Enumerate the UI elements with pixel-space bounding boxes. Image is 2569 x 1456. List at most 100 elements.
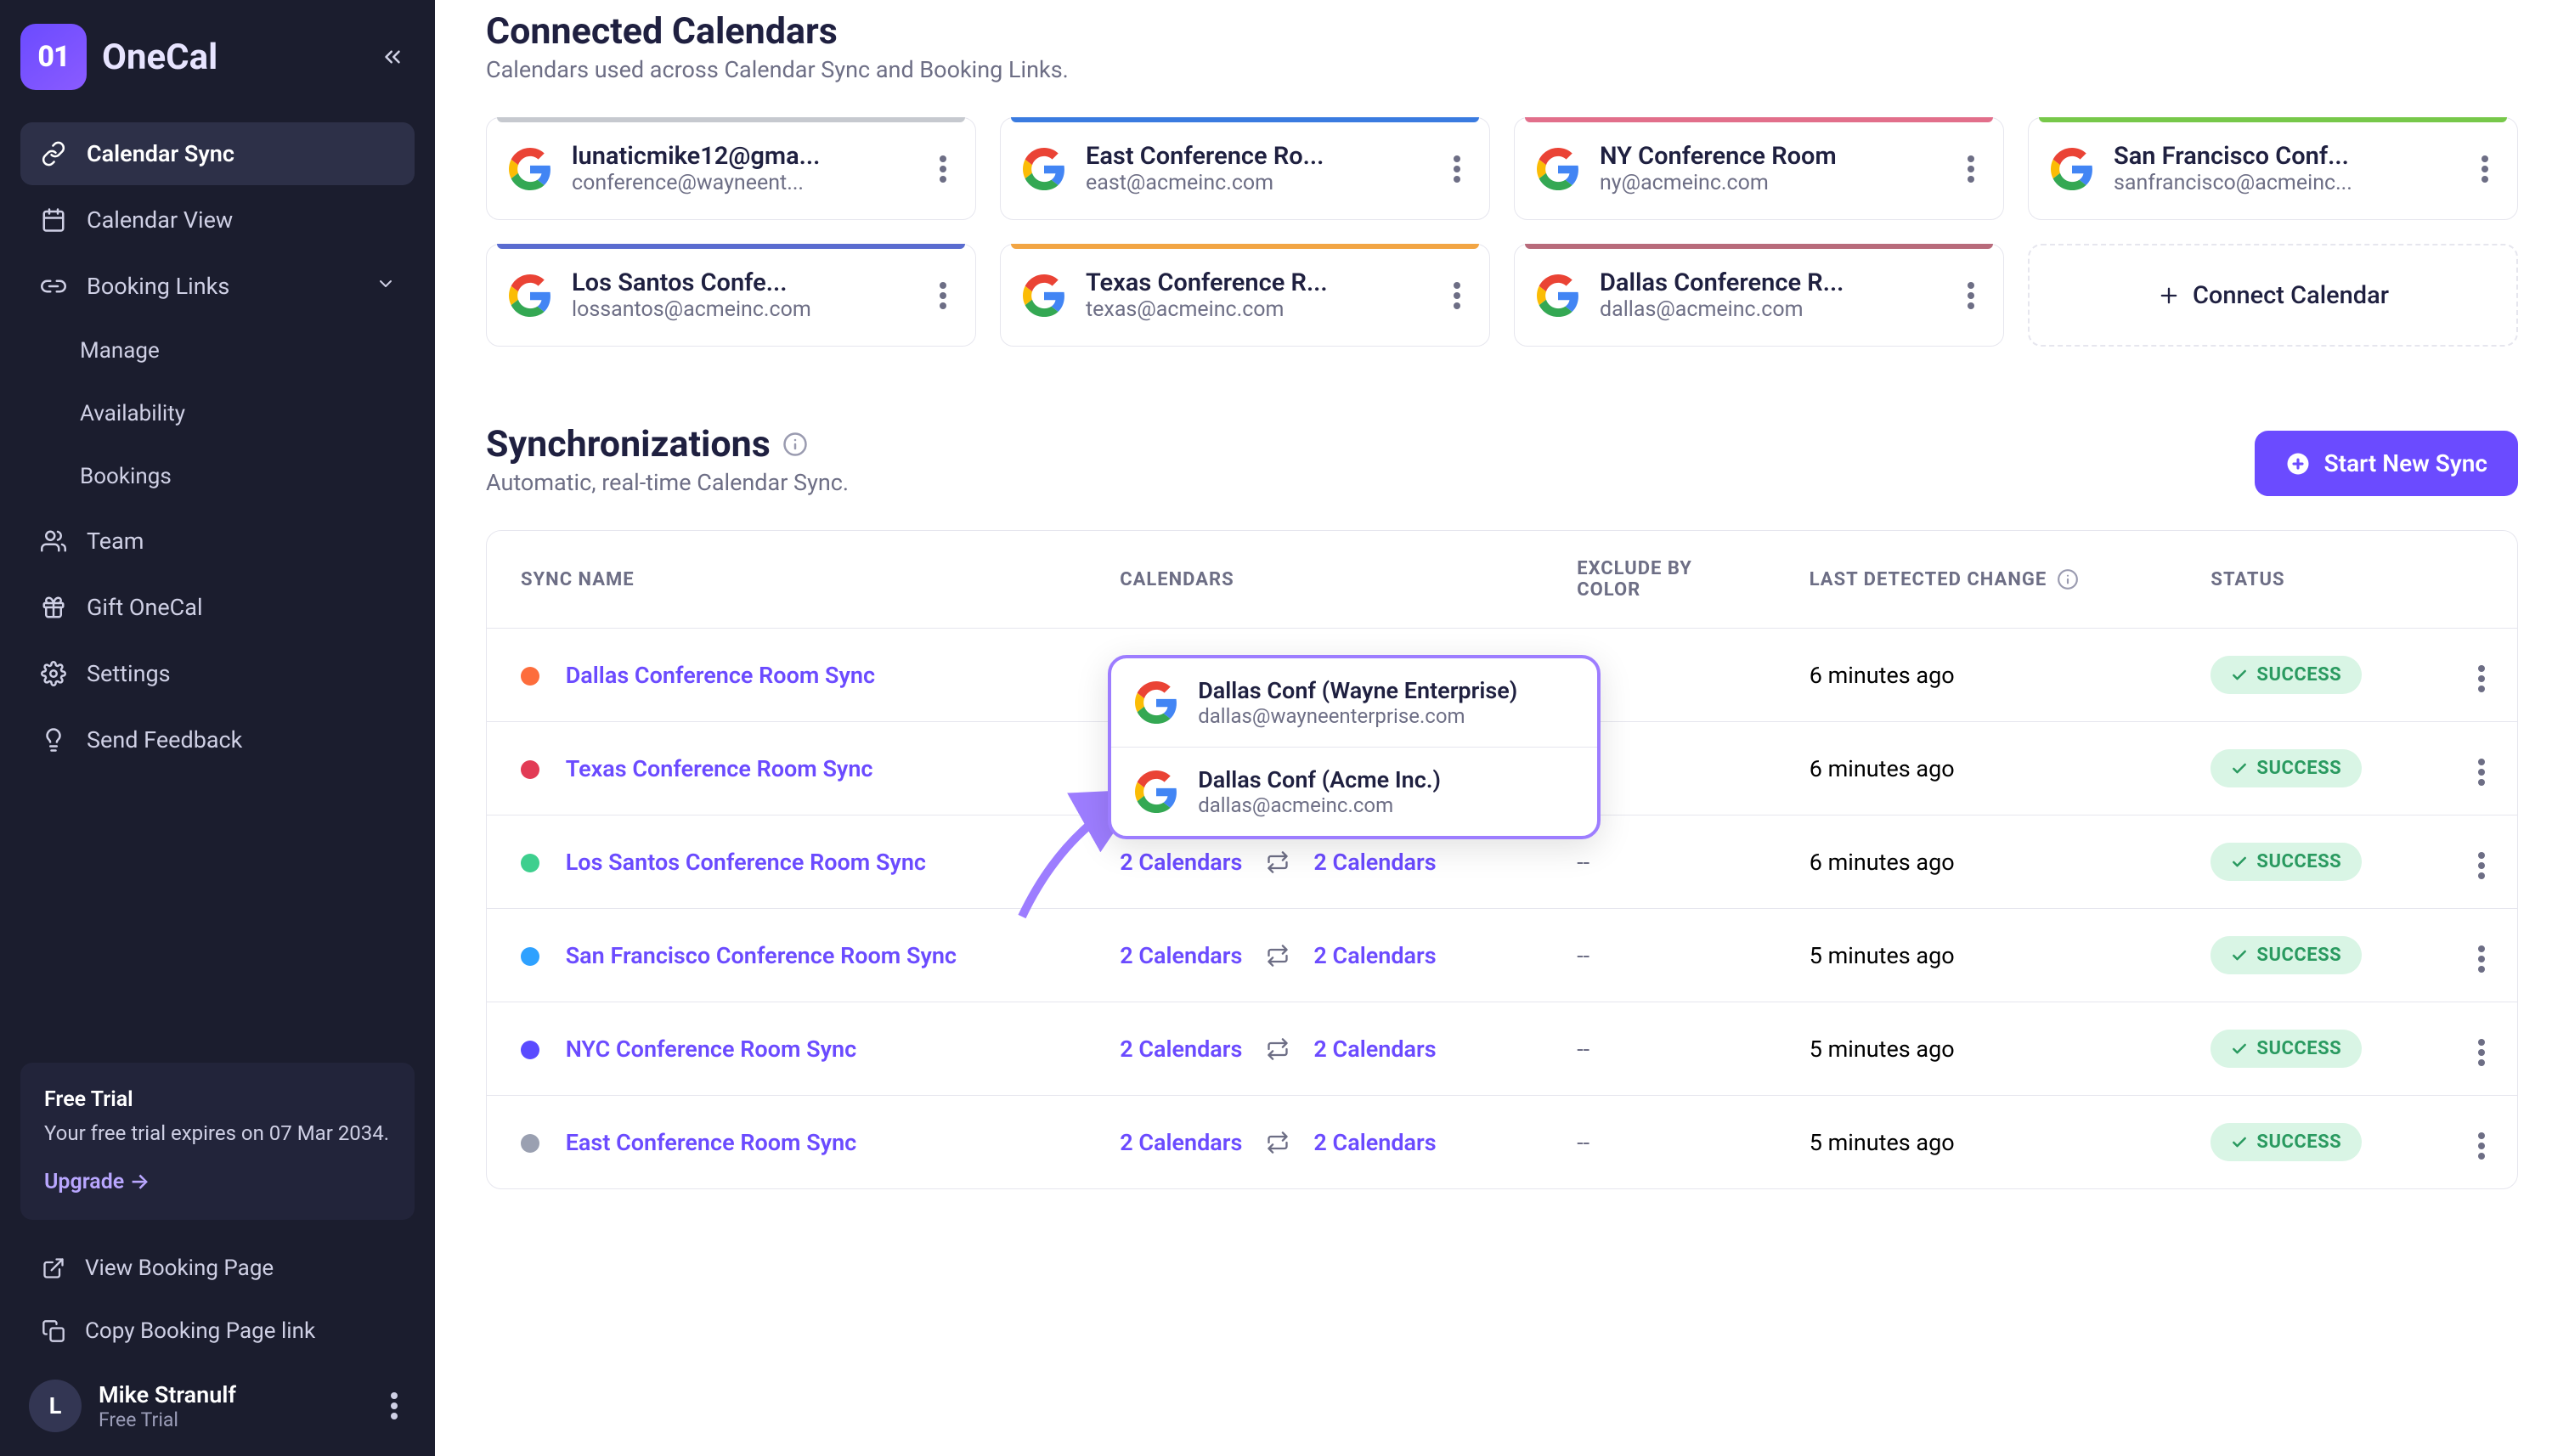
kebab-icon — [1454, 292, 1460, 299]
info-icon[interactable] — [782, 432, 808, 457]
row-menu-button[interactable] — [2471, 1042, 2492, 1063]
swap-icon — [1266, 850, 1290, 874]
card-stripe — [1525, 117, 1993, 122]
cell-last-change: 5 minutes ago — [1776, 1002, 2177, 1095]
calendar-name: San Francisco Conf... — [2114, 142, 2454, 171]
nav-settings[interactable]: Settings — [20, 642, 415, 705]
copy-icon — [39, 1317, 68, 1346]
collapse-sidebar-button[interactable] — [370, 35, 415, 79]
user-menu-button[interactable] — [382, 1394, 406, 1418]
card-stripe — [1011, 244, 1479, 249]
calendar-card[interactable]: Dallas Conference R... dallas@acmeinc.co… — [1514, 244, 2004, 347]
start-new-sync-button[interactable]: Start New Sync — [2255, 431, 2518, 496]
calendar-email: ny@acmeinc.com — [1600, 171, 1940, 195]
popover-title: Dallas Conf (Acme Inc.) — [1198, 766, 1441, 793]
kebab-icon — [2478, 769, 2485, 776]
sync-name-link[interactable]: East Conference Room Sync — [566, 1129, 857, 1156]
connect-calendar-button[interactable]: Connect Calendar — [2028, 244, 2518, 347]
kebab-icon — [2478, 1049, 2485, 1056]
calendar-text: Texas Conference R... texas@acmeinc.com — [1086, 268, 1426, 322]
nav-label: Team — [87, 528, 144, 555]
calendar-card[interactable]: San Francisco Conf... sanfrancisco@acmei… — [2028, 117, 2518, 220]
calendar-menu-button[interactable] — [1961, 159, 1981, 179]
row-menu-button[interactable] — [2471, 855, 2492, 876]
user-meta: Mike Stranulf Free Trial — [99, 1381, 236, 1431]
nav-gift[interactable]: Gift OneCal — [20, 576, 415, 639]
kebab-icon — [1454, 166, 1460, 172]
color-dot — [521, 854, 539, 872]
cell-calendars: 2 Calendars 2 Calendars Dallas Conf (Way… — [1086, 629, 1543, 721]
nav-booking-links[interactable]: Booking Links — [20, 255, 415, 318]
cell-exclude: -- — [1543, 908, 1776, 1002]
calendars-right-link[interactable]: 2 Calendars — [1313, 1129, 1436, 1156]
col-status: STATUS — [2177, 531, 2437, 629]
calendar-text: lunaticmike12@gma... conference@wayneent… — [572, 142, 912, 195]
nav-booking-availability[interactable]: Availability — [20, 384, 415, 443]
upgrade-link[interactable]: Upgrade → — [44, 1167, 391, 1198]
nav-feedback[interactable]: Send Feedback — [20, 708, 415, 771]
calendar-email: texas@acmeinc.com — [1086, 297, 1426, 322]
nav-booking-bookings[interactable]: Bookings — [20, 447, 415, 506]
calendars-left-link[interactable]: 2 Calendars — [1120, 1129, 1242, 1156]
cell-sync-name: Los Santos Conference Room Sync — [487, 815, 1086, 908]
avatar[interactable]: L — [29, 1380, 82, 1432]
calendars-right-link[interactable]: 2 Calendars — [1313, 1036, 1436, 1063]
sync-name-link[interactable]: Los Santos Conference Room Sync — [566, 849, 926, 876]
brand-mark-icon: 01 — [20, 24, 87, 90]
calendar-name: Dallas Conference R... — [1600, 268, 1940, 297]
calendar-menu-button[interactable] — [1447, 285, 1467, 306]
row-menu-button[interactable] — [2471, 669, 2492, 689]
calendars-right-link[interactable]: 2 Calendars — [1313, 942, 1436, 969]
cell-status: SUCCESS — [2177, 721, 2437, 815]
cell-exclude: -- — [1543, 1095, 1776, 1188]
calendars-right-link[interactable]: 2 Calendars — [1313, 849, 1436, 876]
google-icon — [509, 274, 551, 317]
kebab-icon — [1968, 292, 1974, 299]
nav-calendar-sync[interactable]: Calendar Sync — [20, 122, 415, 185]
calendar-menu-button[interactable] — [1447, 159, 1467, 179]
sync-name-link[interactable]: Texas Conference Room Sync — [566, 755, 873, 782]
kebab-icon — [940, 166, 946, 172]
brand[interactable]: 01 OneCal — [20, 24, 217, 90]
calendar-menu-button[interactable] — [933, 159, 953, 179]
nav-booking-manage[interactable]: Manage — [20, 321, 415, 381]
sync-name-link[interactable]: San Francisco Conference Room Sync — [566, 942, 957, 969]
calendar-card[interactable]: Texas Conference R... texas@acmeinc.com — [1000, 244, 1490, 347]
calendar-card[interactable]: Los Santos Confe... lossantos@acmeinc.co… — [486, 244, 976, 347]
calendar-menu-button[interactable] — [2475, 159, 2495, 179]
calendar-menu-button[interactable] — [1961, 285, 1981, 306]
col-last: LAST DETECTED CHANGE — [1776, 531, 2177, 629]
col-exclude: EXCLUDE BY COLOR — [1543, 531, 1776, 629]
row-menu-button[interactable] — [2471, 949, 2492, 969]
cell-actions — [2437, 1002, 2517, 1095]
calendar-card[interactable]: lunaticmike12@gma... conference@wayneent… — [486, 117, 976, 220]
nav-team[interactable]: Team — [20, 510, 415, 573]
calendars-left-link[interactable]: 2 Calendars — [1120, 942, 1242, 969]
calendars-left-link[interactable]: 2 Calendars — [1120, 1036, 1242, 1063]
nav-calendar-view[interactable]: Calendar View — [20, 189, 415, 251]
calendar-card[interactable]: East Conference Ro... east@acmeinc.com — [1000, 117, 1490, 220]
calendar-menu-button[interactable] — [933, 285, 953, 306]
nav-label: Send Feedback — [87, 726, 242, 753]
copy-booking-link[interactable]: Copy Booking Page link — [20, 1301, 415, 1361]
popover-row[interactable]: Dallas Conf (Wayne Enterprise) dallas@wa… — [1111, 658, 1597, 747]
sync-name-link[interactable]: NYC Conference Room Sync — [566, 1036, 856, 1063]
link2-icon — [39, 272, 68, 301]
calendar-card[interactable]: NY Conference Room ny@acmeinc.com — [1514, 117, 2004, 220]
sync-name-link[interactable]: Dallas Conference Room Sync — [566, 662, 875, 689]
main-content: Connected Calendars Calendars used acros… — [435, 0, 2569, 1456]
nav-label: Manage — [80, 338, 160, 364]
card-stripe — [497, 244, 965, 249]
row-menu-button[interactable] — [2471, 762, 2492, 782]
cell-status: SUCCESS — [2177, 1002, 2437, 1095]
check-icon — [2231, 760, 2248, 777]
info-icon[interactable] — [2057, 568, 2079, 590]
view-booking-page-link[interactable]: View Booking Page — [20, 1239, 415, 1298]
google-icon — [1537, 148, 1579, 190]
popover-row[interactable]: Dallas Conf (Acme Inc.) dallas@acmeinc.c… — [1111, 747, 1597, 836]
nav-label: Calendar Sync — [87, 140, 234, 167]
kebab-icon — [2478, 1143, 2485, 1149]
row-menu-button[interactable] — [2471, 1136, 2492, 1156]
cell-last-change: 5 minutes ago — [1776, 908, 2177, 1002]
google-icon — [1135, 681, 1177, 724]
